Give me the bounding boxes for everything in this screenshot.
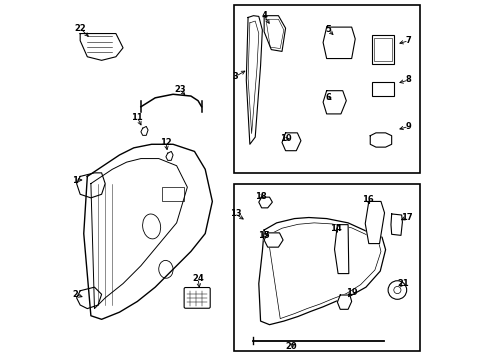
Text: 6: 6: [325, 93, 331, 102]
Polygon shape: [323, 91, 346, 114]
Text: 10: 10: [279, 134, 291, 143]
Bar: [162, 187, 183, 202]
Text: 22: 22: [74, 24, 86, 33]
Text: 19: 19: [345, 288, 357, 297]
Polygon shape: [165, 152, 173, 160]
Bar: [372, 35, 393, 64]
Bar: [233, 5, 419, 173]
Text: 24: 24: [192, 274, 203, 283]
Text: 4: 4: [261, 11, 266, 20]
Text: 18: 18: [254, 192, 266, 201]
Polygon shape: [282, 133, 300, 151]
Polygon shape: [334, 225, 348, 274]
Text: 13: 13: [229, 210, 241, 219]
Polygon shape: [369, 133, 391, 147]
Text: 20: 20: [285, 342, 296, 351]
Text: 17: 17: [400, 213, 412, 222]
Text: 8: 8: [405, 76, 411, 85]
Polygon shape: [258, 217, 385, 325]
Polygon shape: [141, 126, 148, 135]
Polygon shape: [80, 33, 123, 60]
Text: 7: 7: [405, 36, 411, 45]
Bar: [373, 38, 391, 62]
Polygon shape: [246, 16, 262, 144]
Polygon shape: [264, 16, 285, 51]
Bar: [372, 82, 393, 96]
Text: 11: 11: [131, 113, 143, 122]
Bar: [233, 184, 419, 351]
Text: 23: 23: [174, 85, 185, 94]
Text: 5: 5: [325, 26, 331, 35]
Text: 3: 3: [232, 72, 238, 81]
Polygon shape: [258, 197, 272, 208]
Text: 9: 9: [405, 122, 411, 131]
Text: 1: 1: [72, 176, 78, 185]
Text: 16: 16: [361, 195, 373, 204]
Polygon shape: [365, 202, 384, 244]
Polygon shape: [264, 233, 283, 247]
Text: 14: 14: [329, 224, 341, 233]
FancyBboxPatch shape: [184, 288, 210, 308]
Text: 21: 21: [397, 279, 408, 288]
Text: 15: 15: [258, 231, 269, 240]
Polygon shape: [323, 27, 354, 59]
Text: 12: 12: [160, 138, 171, 147]
Text: 2: 2: [72, 290, 78, 299]
Polygon shape: [390, 214, 402, 235]
Polygon shape: [337, 295, 351, 309]
